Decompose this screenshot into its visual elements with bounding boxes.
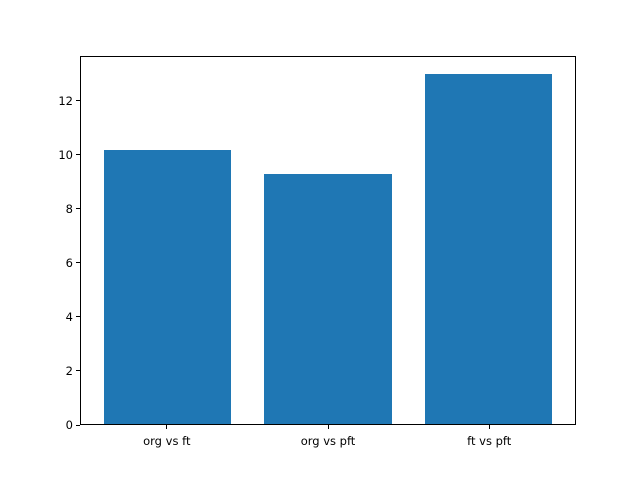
bar-ft-vs-pft [424, 74, 553, 424]
y-tick-mark-10 [76, 154, 80, 156]
y-tick-label-2: 2 [65, 363, 73, 378]
y-tick-label-6: 6 [65, 255, 73, 270]
y-tick-label-12: 12 [58, 93, 73, 108]
y-tick-label-4: 4 [65, 309, 73, 324]
y-tick-mark-4 [76, 316, 80, 318]
y-tick-mark-0 [76, 424, 80, 426]
x-tick-label-org-vs-pft: org vs pft [300, 434, 356, 448]
plot-area [80, 56, 576, 425]
x-tick-mark-ft-vs-pft [488, 425, 490, 429]
x-tick-label-org-vs-ft: org vs ft [143, 434, 191, 448]
bar-org-vs-pft [264, 173, 392, 424]
x-tick-mark-org-vs-ft [166, 425, 168, 429]
y-tick-mark-6 [76, 262, 80, 264]
y-tick-label-10: 10 [58, 147, 73, 162]
y-tick-mark-8 [76, 208, 80, 210]
y-tick-label-0: 0 [65, 418, 73, 432]
y-tick-mark-12 [76, 100, 80, 102]
y-tick-mark-2 [76, 370, 80, 372]
x-tick-label-ft-vs-pft: ft vs pft [467, 434, 512, 448]
x-tick-mark-org-vs-pft [327, 425, 329, 429]
y-tick-label-8: 8 [65, 201, 73, 216]
bar-org-vs-ft [103, 149, 232, 424]
